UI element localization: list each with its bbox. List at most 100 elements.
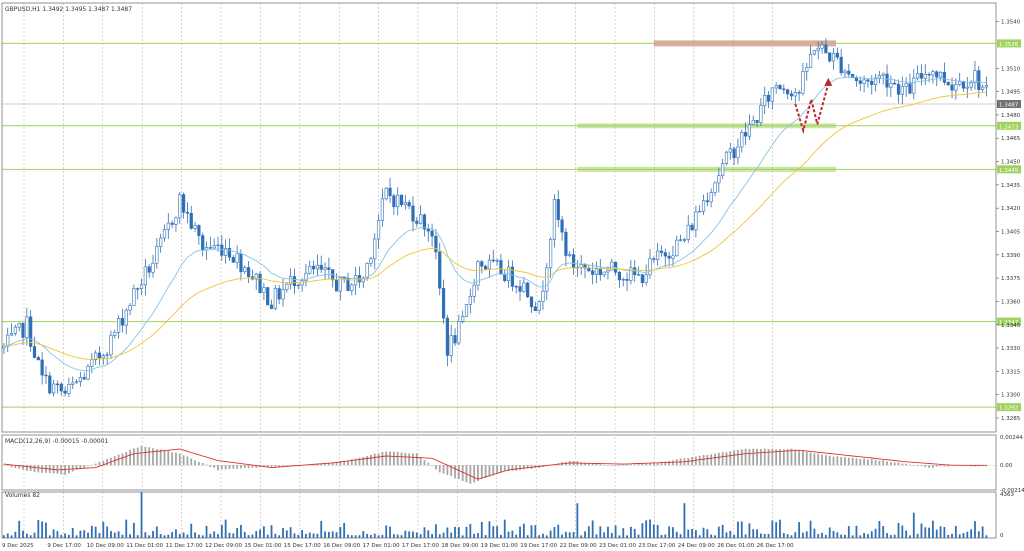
candle-body — [522, 282, 526, 292]
candle-body — [13, 326, 17, 334]
candle-body — [208, 247, 212, 249]
macd-histogram-bar — [144, 446, 147, 466]
macd-histogram-bar — [469, 465, 472, 484]
volume-bar — [897, 522, 900, 538]
macd-histogram-bar — [358, 457, 361, 466]
macd-histogram-bar — [381, 452, 384, 466]
volume-bar — [522, 523, 525, 538]
macd-histogram-bar — [362, 456, 365, 466]
macd-histogram-bar — [132, 448, 135, 466]
candle-body — [969, 82, 973, 88]
candle-body — [560, 219, 564, 233]
macd-histogram-bar — [251, 465, 254, 468]
candle-body — [973, 70, 977, 84]
volume-bar — [607, 526, 609, 538]
macd-histogram-bar — [614, 465, 617, 466]
macd-histogram-bar — [477, 465, 479, 482]
volume-bar — [68, 534, 70, 538]
volume-bar — [366, 534, 369, 538]
volume-bar — [587, 526, 590, 538]
volume-bar — [790, 535, 793, 538]
candle-body — [269, 304, 274, 309]
candle-body — [193, 225, 197, 229]
price-tick-label: 1.3405 — [1001, 229, 1021, 235]
candle-body — [755, 120, 759, 123]
macd-histogram-bar — [882, 460, 885, 466]
macd-histogram-bar — [878, 460, 881, 466]
macd-histogram-bar — [71, 465, 74, 472]
volume-bar — [958, 534, 961, 538]
volume-tick-label: 4363 — [1000, 492, 1014, 498]
macd-histogram-bar — [763, 448, 766, 466]
candle-body — [212, 245, 216, 249]
candle-body — [824, 44, 828, 54]
candle-body — [717, 175, 721, 184]
volume-bar — [419, 534, 422, 538]
candle-body — [885, 73, 889, 88]
candle-body — [63, 390, 67, 394]
candle-body — [843, 70, 847, 74]
macd-panel — [2, 445, 996, 484]
volume-bar — [331, 531, 334, 538]
volume-bar — [358, 535, 361, 538]
time-tick-label: 15 Dec 01:00 — [244, 543, 281, 549]
candle-body — [713, 182, 717, 193]
macd-histogram-bar — [893, 462, 896, 466]
price-tick-label: 1.3285 — [1001, 416, 1021, 422]
macd-histogram-bar — [175, 452, 177, 466]
price-tick-label: 1.3390 — [1001, 253, 1021, 259]
macd-histogram-bar — [240, 465, 242, 469]
macd-histogram-bar — [438, 465, 441, 473]
volume-bar — [297, 534, 300, 538]
macd-tick-label: -0.00214 — [1000, 488, 1024, 494]
macd-histogram-bar — [461, 465, 464, 481]
candle-body — [659, 250, 664, 253]
macd-histogram-bar — [798, 450, 801, 466]
volume-bar — [140, 492, 143, 538]
candle-body — [728, 148, 732, 153]
candle-body — [449, 335, 453, 356]
candle-body — [113, 332, 117, 336]
macd-histogram-bar — [522, 465, 525, 470]
macd-histogram-bar — [656, 462, 659, 466]
macd-signal-line — [3, 448, 987, 480]
volume-bar — [565, 531, 567, 538]
macd-histogram-bar — [584, 462, 586, 466]
macd-histogram-bar — [488, 465, 491, 477]
candle-body — [510, 266, 514, 287]
macd-histogram-bar — [641, 463, 644, 466]
candle-body — [151, 262, 155, 273]
volume-bar — [752, 529, 755, 538]
macd-histogram-bar — [400, 452, 403, 466]
macd-histogram-bar — [905, 463, 908, 466]
time-tick-label: 17 Dec 01:00 — [363, 543, 400, 549]
candle-body — [323, 267, 327, 270]
candle-body — [805, 67, 809, 72]
volume-bar — [400, 535, 403, 538]
time-tick-label: 26 Dec 17:00 — [757, 543, 794, 549]
volume-bar — [25, 533, 28, 538]
macd-histogram-bar — [805, 451, 808, 466]
volume-bar — [6, 533, 9, 538]
macd-histogram-bar — [289, 465, 292, 466]
candle-body — [759, 104, 763, 123]
candle-body — [399, 194, 404, 205]
candle-body — [36, 357, 40, 361]
macd-histogram-bar — [446, 465, 449, 475]
volume-bar — [943, 526, 946, 538]
candle-body — [94, 352, 98, 360]
candle-body — [682, 239, 687, 241]
macd-histogram-bar — [702, 454, 705, 466]
macd-histogram-bar — [140, 445, 143, 466]
candle-body — [304, 272, 308, 282]
macd-histogram-bar — [152, 448, 154, 466]
time-tick-label: 26 Dec 01:00 — [717, 543, 754, 549]
symbol-header: GBPUSD,H1 1.3492 1.3495 1.3487 1.3487 — [5, 6, 132, 13]
candle-body — [652, 258, 656, 260]
macd-histogram-bar — [756, 448, 758, 466]
macd-histogram-bar — [947, 465, 950, 467]
candle-body — [407, 202, 411, 207]
candle-body — [147, 266, 151, 273]
volume-bar — [52, 529, 55, 538]
volume-bar — [194, 532, 196, 538]
